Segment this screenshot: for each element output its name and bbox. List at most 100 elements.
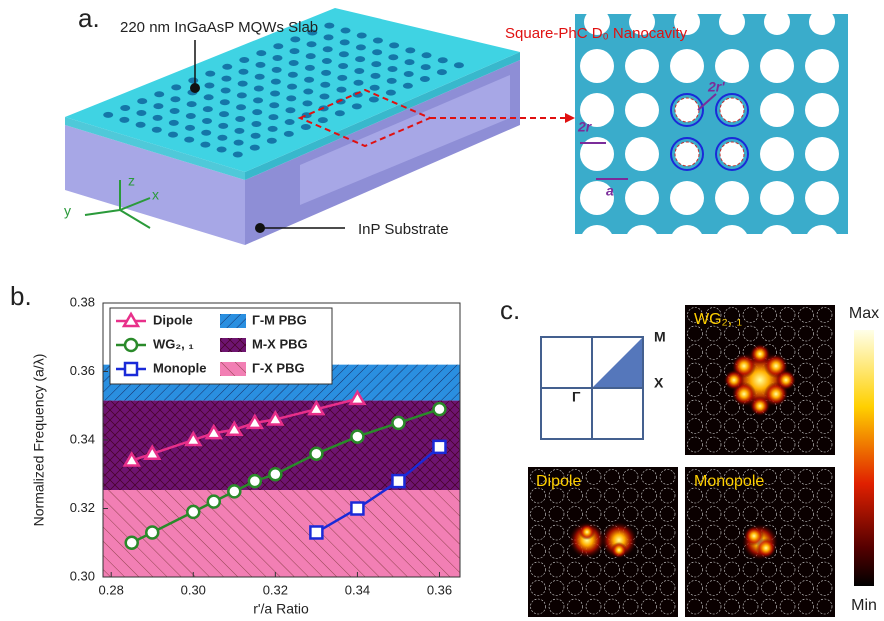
hole [217,147,227,153]
phc-hole [715,181,749,215]
hole [185,125,195,131]
field-spot [776,370,796,390]
hole [119,117,129,123]
phc-hole [715,225,749,259]
legend-swatch-hatch [220,338,246,352]
axis-x-label: x [152,187,159,203]
y-tick-label: 0.34 [70,431,95,446]
marker [126,537,138,549]
y-tick-label: 0.30 [70,568,95,583]
hole [204,82,214,88]
marker [187,506,199,518]
hole [289,60,299,66]
field-spot [724,370,744,390]
hole [287,84,297,90]
hole [236,104,246,110]
phc-hole [805,181,839,215]
phc-hole [809,9,835,35]
hole [120,105,130,111]
marker [310,448,322,460]
hole [136,110,146,116]
hole [200,142,210,148]
legend-label: Monople [153,360,206,375]
hole [438,57,448,63]
hole [340,39,350,45]
phc-hole [805,225,839,259]
hole [355,56,365,62]
cavity-hole [675,142,699,166]
hole [405,47,415,53]
color-bar [854,330,874,586]
hole [389,42,399,48]
hole [184,137,194,143]
hole [170,108,180,114]
cavity-hole [720,98,744,122]
legend-label: Γ-M PBG [252,312,307,327]
dim-label: 2r [577,119,593,135]
phc-hole [625,181,659,215]
hole [386,90,396,96]
hole [238,69,248,75]
hole [103,112,113,118]
hole [237,92,247,98]
phc-hole [625,49,659,83]
y-tick-label: 0.36 [70,363,95,378]
hole [254,86,264,92]
hole [202,118,212,124]
hole [267,138,277,144]
x-tick-label: 0.32 [263,582,288,597]
hole [238,81,248,87]
hole [268,114,278,120]
hole [221,87,231,93]
mode-label: Dipole [536,473,581,490]
x-tick-label: 0.34 [345,582,370,597]
phc-hole [805,137,839,171]
legend-label: Γ-X PBG [252,360,305,375]
x-tick-label: 0.30 [181,582,206,597]
hole [153,115,163,121]
hole [388,54,398,60]
hole [218,123,228,129]
hole [272,55,282,61]
hole [186,113,196,119]
hole [338,63,348,69]
substrate-label: InP Substrate [358,221,449,238]
mode-label: WG₂, ₁ [694,311,742,328]
hole [234,128,244,134]
bz-label: X [654,375,664,391]
hole [136,122,146,128]
hole [324,23,334,29]
phc-hole [670,181,704,215]
marker [433,441,445,453]
hole [168,132,178,138]
hole [203,106,213,112]
hole [153,103,163,109]
hole [235,116,245,122]
hole [152,127,162,133]
bz-label: Γ [572,389,581,405]
hole [137,98,147,104]
hole [222,64,232,70]
marker [310,526,322,538]
hole [219,111,229,117]
hole [356,44,366,50]
hole [303,89,313,95]
hole [286,95,296,101]
marker [228,485,240,497]
cavity-hole [720,142,744,166]
hole [357,33,367,39]
hole [170,96,180,102]
hole [285,119,295,125]
hole [321,70,331,76]
field-spot [579,524,595,540]
field-spot [750,396,770,416]
cavity-title: Square-PhC D₀ Nanocavity [505,25,688,42]
phc-hole [760,181,794,215]
marker [433,403,445,415]
hole [305,65,315,71]
hole [323,46,333,52]
phc-hole [760,93,794,127]
marker [208,496,220,508]
hole [370,85,380,91]
hole [302,100,312,106]
